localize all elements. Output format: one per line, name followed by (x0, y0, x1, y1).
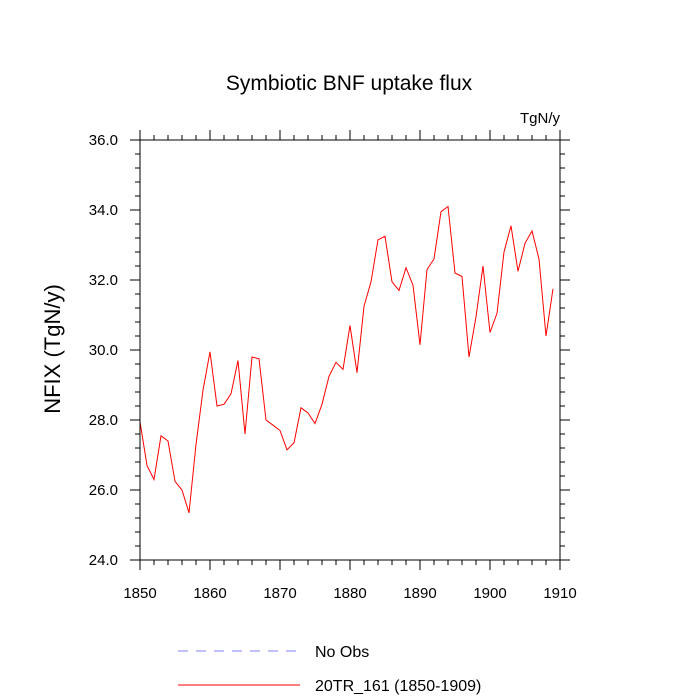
y-tick-label: 30.0 (89, 342, 118, 359)
legend-label: 20TR_161 (1850-1909) (315, 678, 481, 695)
series-line-1 (139, 205, 554, 513)
legend: No Obs 20TR_161 (1850-1909) (178, 644, 481, 695)
x-tick-label: 1890 (403, 585, 436, 602)
x-tick-label: 1860 (193, 585, 226, 602)
y-axis-label: NFIX (TgN/y) (40, 284, 65, 414)
plot-frame (139, 139, 561, 561)
x-tick-label: 1870 (263, 585, 296, 602)
x-tick-label: 1880 (333, 585, 366, 602)
y-tick-label: 36.0 (89, 132, 118, 149)
legend-label: No Obs (315, 644, 369, 661)
data-lines (139, 205, 554, 513)
axis-ticks: 1850 1860 1870 1880 1890 1900 1910 24.0 26.0 28.0… (89, 130, 577, 602)
y-tick-label: 34.0 (89, 202, 118, 219)
x-tick-label: 1910 (543, 585, 576, 602)
y-tick-label: 28.0 (89, 412, 118, 429)
y-tick-label: 26.0 (89, 482, 118, 499)
chart-title: Symbiotic BNF uptake flux (226, 72, 473, 95)
x-tick-label: 1900 (473, 585, 506, 602)
units-label: TgN/y (520, 110, 561, 127)
x-tick-label: 1850 (123, 585, 156, 602)
y-tick-label: 24.0 (89, 552, 118, 569)
y-tick-label: 32.0 (89, 272, 118, 289)
